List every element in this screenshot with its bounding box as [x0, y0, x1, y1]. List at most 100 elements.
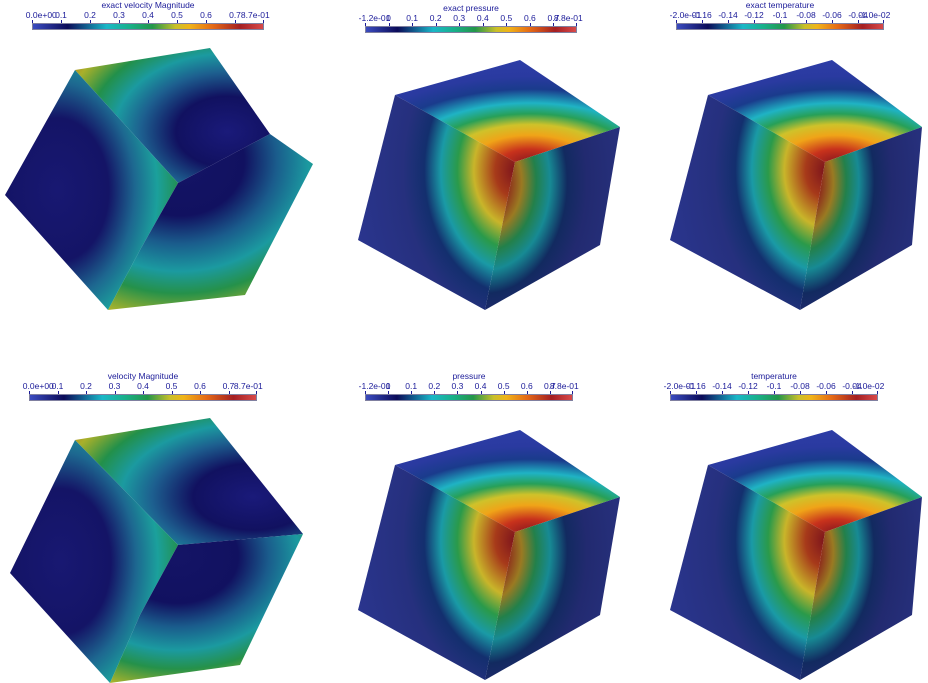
- colorbar-ticks: 0.0e+00 0.1 0.2 0.3 0.4 0.5 0.6 0.7 8.7e-01: [23, 381, 263, 393]
- cube-face-top: [708, 430, 922, 532]
- colorbar-title: exact temperature: [745, 0, 815, 10]
- colorbar-tick-label: 0.3: [453, 13, 466, 23]
- colorbar-exact-temperature: exact temperature -2.0e-01 -0.16 -0.14 -0.1…: [670, 0, 891, 40]
- colorbar-tick-label: 0: [386, 13, 391, 23]
- colorbar-tick-mark: [506, 23, 508, 27]
- colorbar-tick-label: -2.0e-01: [663, 381, 696, 391]
- colorbar-tick-label: -0.14: [718, 10, 738, 20]
- colorbar-tick-mark: [480, 391, 482, 395]
- cube-face-right: [485, 127, 620, 310]
- colorbar-tick-mark: [143, 391, 144, 395]
- colorbar-tick-label: 0.6: [200, 10, 212, 20]
- colorbar-tick-label: -0.1: [772, 10, 788, 20]
- colorbar-tick-label: -1.0e-02: [858, 10, 891, 20]
- cube-face-left: [670, 465, 825, 680]
- colorbar-tick-mark: [826, 391, 827, 395]
- colorbar-gradient: [676, 23, 884, 30]
- colorbar-tick-mark: [503, 391, 505, 395]
- colorbar-tick-label: 0.2: [429, 13, 442, 23]
- colorbar-tick-label: 0.5: [171, 10, 183, 20]
- pressure-cube: [358, 430, 620, 680]
- colorbar-ticks: 0.0e+00 0.1 0.2 0.3 0.4 0.5 0.6 0.7 8.7e-01: [26, 10, 270, 22]
- colorbar-tick-mark: [411, 391, 413, 395]
- colorbar-tick-mark: [702, 20, 703, 24]
- colorbar-tick-label: 0.3: [451, 381, 464, 391]
- colorbar-tick-mark: [722, 391, 723, 395]
- cube-face-right: [485, 497, 620, 680]
- colorbar-tick-label: -0.04: [848, 10, 868, 20]
- cube-face-top: [395, 430, 620, 532]
- colorbar-title: temperature: [751, 371, 797, 381]
- colorbar-tick-mark: [171, 391, 173, 395]
- colorbar-tick-mark: [32, 20, 33, 24]
- colorbar-tick-mark: [57, 391, 59, 395]
- colorbar-tick-mark: [263, 20, 264, 24]
- colorbar-tick-label: 0.2: [80, 381, 92, 391]
- colorbar-tick-mark: [696, 391, 697, 395]
- colorbar-tick-label: 0.6: [194, 381, 206, 391]
- colorbar-tick-mark: [256, 391, 257, 395]
- colorbar-tick-label: 0.5: [500, 13, 513, 23]
- cube-face-right: [800, 497, 922, 680]
- colorbar-tick-label: -0.12: [744, 10, 764, 20]
- colorbar-tick-mark: [526, 391, 528, 395]
- cube-face-top: [75, 418, 303, 545]
- colorbar-tick-mark: [177, 20, 178, 24]
- colorbar-tick-label: 0.4: [142, 10, 154, 20]
- colorbar-title: exact pressure: [443, 3, 499, 13]
- colorbar-tick-label: 0.6: [520, 381, 533, 391]
- colorbar-tick-label: 0.7: [229, 10, 241, 20]
- colorbar-tick-mark: [457, 391, 459, 395]
- colorbar-tick-mark: [529, 23, 531, 27]
- colorbar-tick-label: -0.14: [712, 381, 732, 391]
- colorbar-tick-mark: [553, 23, 555, 27]
- colorbar-tick-label: 0.1: [406, 13, 419, 23]
- colorbar-tick-mark: [576, 23, 577, 27]
- cube-face-top: [75, 48, 270, 183]
- colorbar-tick-mark: [200, 391, 201, 395]
- velocity-cube: [10, 418, 303, 683]
- colorbar-tick-mark: [412, 23, 414, 27]
- colorbar-ticks: -2.0e-01 -0.16 -0.14 -0.12 -0.1 -0.08 -0.06 -0.…: [670, 10, 891, 22]
- colorbar-tick-mark: [858, 20, 859, 24]
- colorbar-ticks: -1.2e-01 0 0.1 0.2 0.3 0.4 0.5 0.6 0.7 8.8e-01: [359, 13, 583, 25]
- colorbar-tick-label: 0.7: [543, 381, 556, 391]
- cube-face-top: [395, 60, 620, 162]
- cube-face-top: [708, 60, 922, 162]
- colorbar-temperature: temperature -2.0e-01 -0.16 -0.14 -0.12 -0.1 -…: [664, 371, 885, 411]
- colorbar-tick-label: -0.16: [686, 381, 706, 391]
- colorbar-tick-label: 0.7: [222, 381, 235, 391]
- colorbar-tick-mark: [148, 20, 149, 24]
- colorbar-pressure: pressure -1.2e-01 0 0.1 0.2 0.3 0.4 0.5 0.6 0.7 8…: [359, 371, 579, 411]
- colorbar-tick-label: -1.2e-01: [358, 13, 391, 23]
- colorbar-tick-label: -1.2e-01: [358, 381, 391, 391]
- colorbar-tick-label: -0.12: [738, 381, 758, 391]
- colorbar-tick-mark: [572, 391, 573, 395]
- colorbar-ticks: -2.0e-01 -0.16 -0.14 -0.12 -0.1 -0.08 -0.06 -0.…: [664, 381, 885, 393]
- cube-face-left: [670, 95, 825, 310]
- colorbar-tick-mark: [748, 391, 749, 395]
- colorbar-tick-mark: [806, 20, 807, 24]
- colorbar-tick-mark: [235, 20, 236, 24]
- colorbar-tick-label: 8.7e-01: [233, 381, 263, 391]
- colorbar-title: pressure: [452, 371, 486, 381]
- colorbar-exact-velocity: exact velocity Magnitude 0.0e+00 0.1 0.2 0.…: [26, 0, 270, 40]
- colorbar-tick-label: -0.04: [842, 381, 862, 391]
- colorbar-tick-mark: [435, 23, 437, 27]
- cube-face-right: [108, 134, 313, 310]
- colorbar-tick-mark: [29, 391, 30, 395]
- colorbar-tick-label: -0.1: [766, 381, 782, 391]
- colorbar-title: velocity Magnitude: [107, 371, 179, 381]
- colorbar-tick-mark: [800, 391, 801, 395]
- colorbar-tick-mark: [90, 20, 91, 24]
- colorbar-tick-label: 0.1: [51, 381, 64, 391]
- colorbar-tick-mark: [228, 391, 230, 395]
- colorbar-tick-mark: [728, 20, 729, 24]
- colorbar-tick-mark: [774, 391, 775, 395]
- colorbar-tick-mark: [365, 391, 366, 395]
- colorbar-velocity: velocity Magnitude 0.0e+00 0.1 0.2 0.3 0.4 0.…: [23, 371, 263, 411]
- colorbar-tick-label: 0.1: [55, 10, 67, 20]
- cube-face-left: [10, 440, 178, 683]
- colorbar-tick-mark: [459, 23, 461, 27]
- colorbar-tick-mark: [670, 391, 671, 395]
